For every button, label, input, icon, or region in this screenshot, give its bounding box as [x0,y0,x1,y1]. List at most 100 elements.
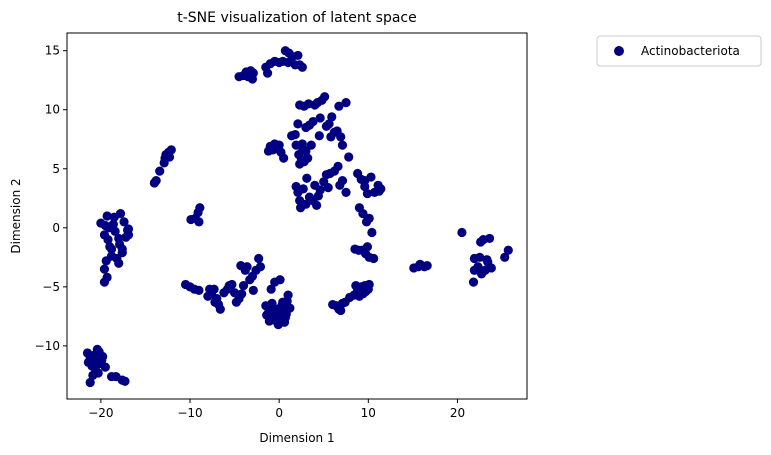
scatter-point [326,132,336,142]
y-tick-label: 5 [52,162,60,176]
scatter-point [500,252,510,262]
scatter-point [364,213,374,223]
scatter-point [476,237,486,247]
y-tick-label: −10 [35,339,60,353]
x-tick-label: 0 [275,406,283,420]
legend-label-actinobacteriota: Actinobacteriota [641,44,740,58]
scatter-point [237,289,247,299]
y-tick-label: 10 [45,103,60,117]
scatter-point [361,286,371,297]
scatter-point [247,74,258,84]
scatter-point [97,355,107,365]
scatter-point [99,264,110,274]
scatter-point [483,257,493,267]
scatter-point [123,224,134,234]
scatter-point [336,132,346,142]
scatter-point [468,277,479,287]
scatter-point [344,152,354,162]
scatter-point [295,159,305,169]
scatter-point [102,211,112,221]
scatter-point [302,173,312,183]
scatter-point [335,180,345,190]
scatter-point [362,188,373,199]
scatter-point [278,297,288,307]
scatter-point [314,131,324,141]
scatter-point [484,233,495,244]
scatter-point [415,259,425,270]
points-layer [82,46,513,388]
scatter-point [155,166,165,176]
scatter-point [215,304,225,314]
scatter-point [283,290,293,300]
scatter-point [324,119,334,129]
scatter-point [103,235,113,245]
y-axis-ticks: −10 −5 0 5 10 15 [35,44,67,353]
scatter-point [109,212,119,222]
scatter-point [457,227,467,238]
scatter-point [290,129,300,140]
scatter-point [195,203,205,213]
scatter-point [293,50,303,61]
scatter-point [354,291,364,301]
y-axis-label: Dimension 2 [9,178,23,253]
scatter-point [422,260,432,271]
scatter-point [119,217,129,227]
scatter-point [308,116,318,127]
scatter-point [327,112,337,122]
scatter-point [108,219,118,229]
scatter-point [160,153,170,163]
scatter-point [301,199,311,209]
scatter-point [85,377,95,388]
legend-box [596,35,762,67]
scatter-point [114,258,124,268]
scatter-point [92,344,102,355]
scatter-point [341,187,351,197]
y-tick-label: −5 [42,280,60,294]
scatter-point [283,57,293,68]
scatter-point [279,153,289,163]
scatter-point [503,245,513,255]
scatter-point [110,226,120,236]
scatter-point [242,262,252,272]
scatter-point [224,281,234,291]
scatter-point [358,209,368,219]
scatter-point [334,101,344,111]
scatter-point [298,184,308,194]
scatter-point [337,140,348,150]
plot-area-frame [66,32,528,400]
scatter-point [106,244,117,254]
scatter-point [315,113,325,123]
scatter-point [100,362,110,372]
scatter-point [151,175,161,186]
scatter-point [120,376,130,386]
scatter-point [351,281,361,291]
scatter-point [248,285,258,295]
x-axis-ticks: −20 −10 0 10 20 [88,399,465,420]
scatter-point [364,279,374,290]
scatter-point [333,161,343,172]
scatter-point [475,252,485,262]
scatter-point [362,242,373,252]
scatter-point [297,62,307,72]
legend: Actinobacteriota [596,35,762,67]
x-axis-label: Dimension 1 [259,431,334,445]
x-tick-label: 20 [450,406,465,420]
scatter-point [469,265,479,275]
scatter-point [369,253,379,264]
scatter-point [310,180,320,190]
scatter-point [194,285,204,295]
scatter-point [266,284,276,294]
scatter-point [88,370,98,380]
scatter-point [312,200,322,210]
scatter-point [281,309,291,319]
scatter-point [83,357,93,367]
y-tick-label: 0 [52,221,60,235]
x-tick-label: −10 [177,406,202,420]
scatter-point [268,305,278,316]
scatter-point [205,284,215,294]
legend-marker-actinobacteriota [614,46,624,56]
scatter-point [263,146,274,156]
scatter-point [323,183,333,193]
scatter-point [117,244,127,254]
